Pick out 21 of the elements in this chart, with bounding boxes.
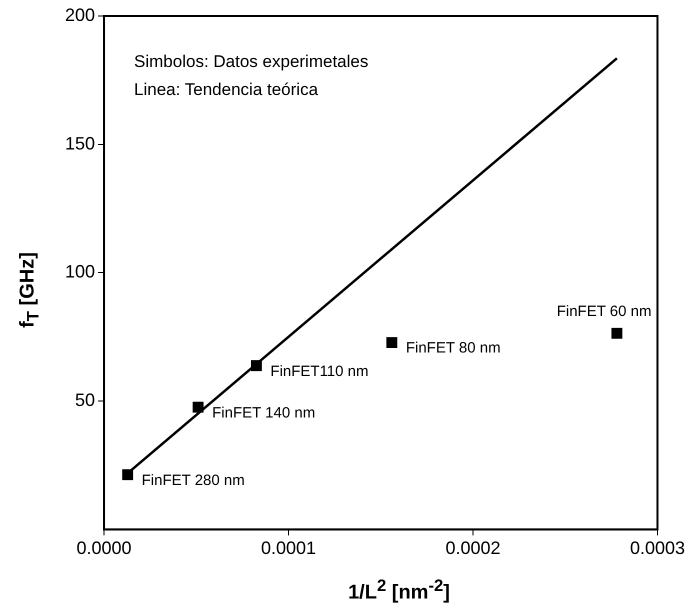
annotation: Linea: Tendencia teórica: [134, 80, 319, 100]
point: [122, 469, 134, 480]
y-tick-label: 50: [75, 390, 96, 410]
annotation: FinFET 60 nm: [556, 302, 652, 320]
annotation: FinFET 280 nm: [142, 472, 245, 489]
point: [250, 360, 262, 372]
annotation: FinFET 140 nm: [212, 404, 316, 422]
point: [386, 337, 398, 348]
x-axis-title: 1/L$^{2}$ [nm$^{-2}$]: [347, 576, 451, 605]
annotation: FinFET110 nm: [270, 362, 369, 380]
annotation: FinFET 80 nm: [406, 340, 501, 357]
point: [611, 328, 622, 339]
x-tick-label: 0.0001: [260, 538, 316, 558]
point: [192, 402, 204, 413]
y-tick-label: 150: [64, 133, 96, 154]
y-tick-label: 100: [64, 262, 96, 282]
x-tick-label: 0.0003: [630, 538, 686, 558]
x-tick-label: 0.0000: [76, 538, 132, 558]
y-tick-label: 200: [64, 4, 96, 25]
annotation: Simbolos: Datos experimetales: [134, 52, 368, 72]
x-tick-label: 0.0002: [445, 538, 501, 558]
